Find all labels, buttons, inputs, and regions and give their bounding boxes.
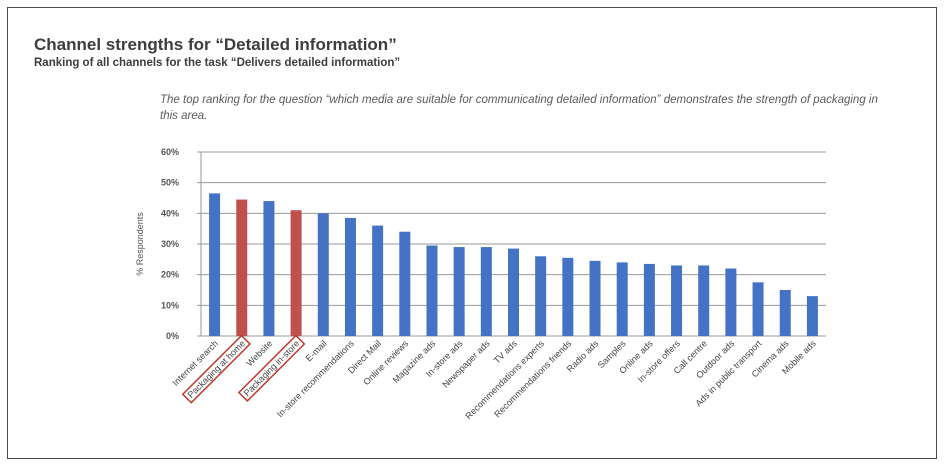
chart-title: Channel strengths for “Detailed informat… [34, 35, 397, 54]
chart-subtitle: Ranking of all channels for the task “De… [34, 57, 401, 69]
bar [426, 245, 438, 336]
bar [643, 263, 655, 336]
bar [453, 247, 465, 336]
y-tick-label: 30% [161, 239, 179, 249]
y-tick-label: 0% [166, 331, 179, 341]
bar [752, 282, 764, 336]
bar [616, 262, 628, 336]
bar [236, 199, 248, 336]
category-label: Newspaper ads [440, 338, 492, 390]
bar [779, 290, 791, 336]
bar [209, 193, 221, 336]
bar [317, 213, 329, 336]
category-label: E-mail [304, 338, 329, 363]
chart-frame [7, 7, 937, 459]
bar [562, 257, 574, 336]
bar [508, 248, 519, 336]
y-tick-label: 60% [161, 147, 179, 157]
bar [480, 247, 492, 336]
bar [372, 225, 384, 336]
y-tick-label: 20% [161, 270, 179, 280]
bar [589, 260, 601, 336]
bar [698, 265, 710, 336]
y-tick-label: 50% [161, 178, 179, 188]
y-axis-label: % Respondents [135, 212, 145, 276]
bar [671, 265, 683, 336]
highlight-box [237, 334, 306, 403]
bar [290, 210, 302, 336]
bar [806, 296, 818, 336]
highlight-box [181, 334, 252, 404]
bar [725, 268, 737, 336]
chart-note: The top ranking for the question “which … [160, 94, 878, 122]
y-tick-label: 40% [161, 208, 179, 218]
bar [399, 231, 411, 336]
bar [344, 217, 356, 336]
bar [535, 256, 547, 336]
bar [263, 201, 275, 336]
y-tick-label: 10% [161, 300, 179, 310]
